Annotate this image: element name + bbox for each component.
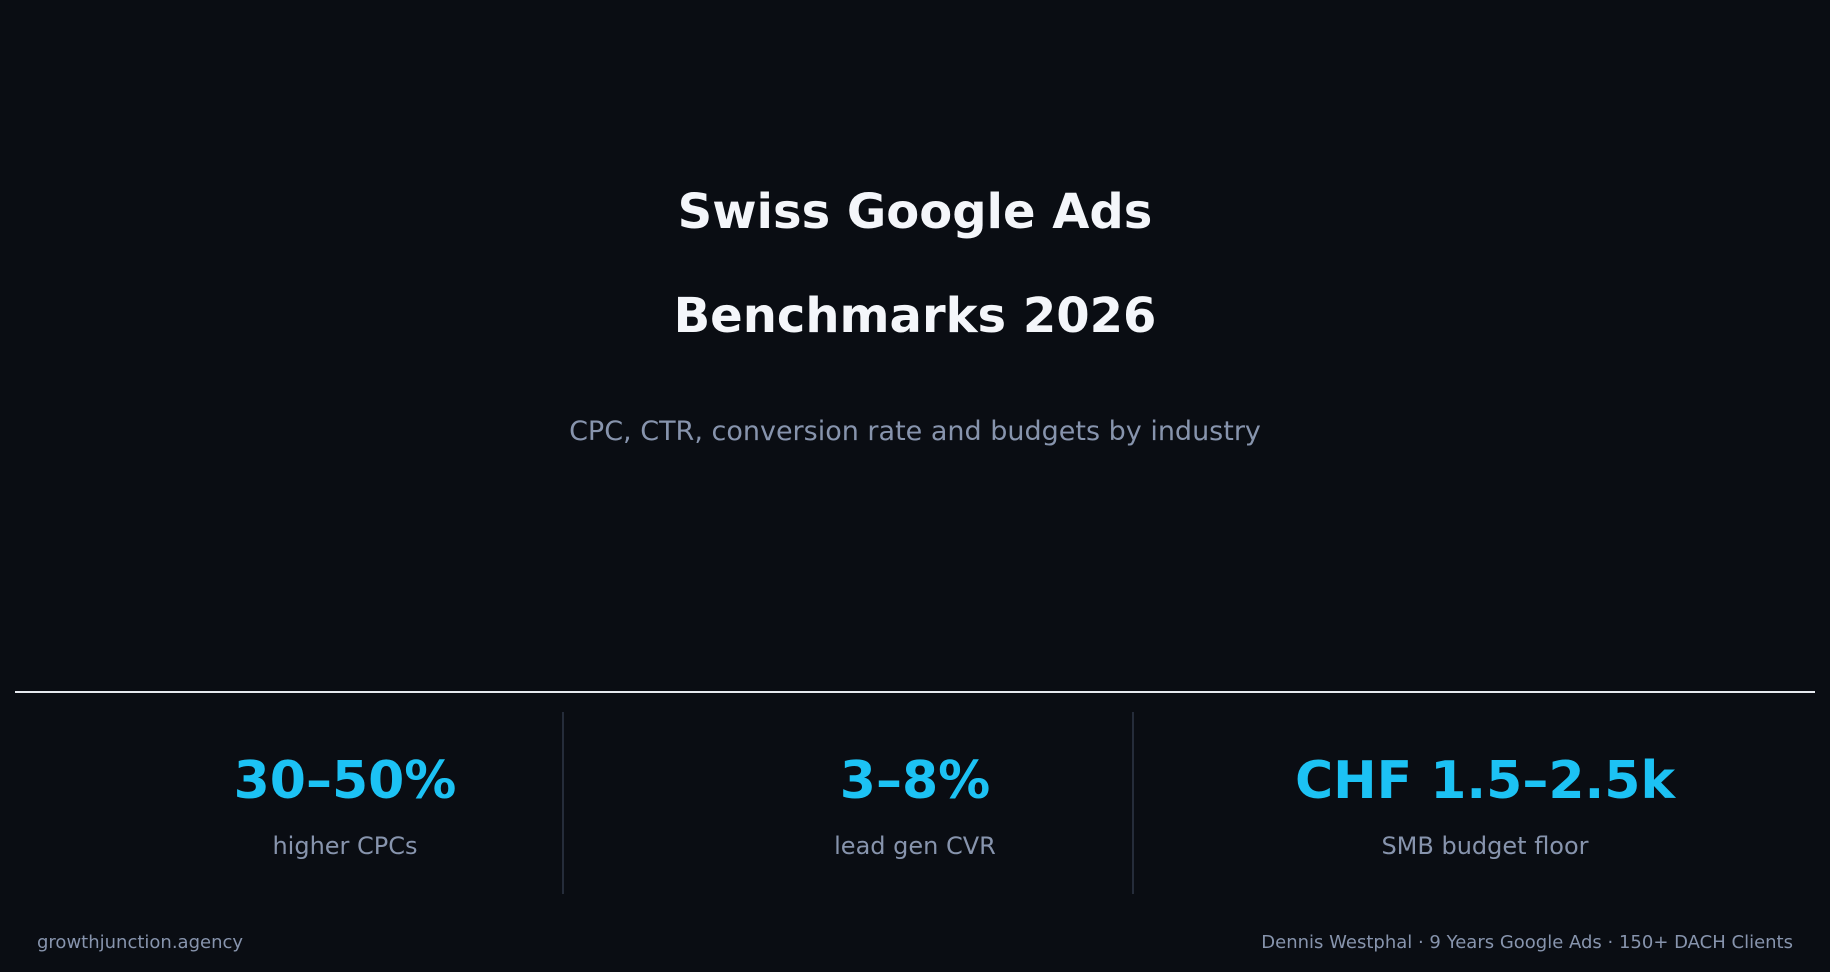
page-subtitle: CPC, CTR, conversion rate and budgets by… bbox=[569, 416, 1261, 447]
stat-lead-gen-cvr: 3–8% lead gen CVR bbox=[630, 712, 1200, 894]
stat-separator bbox=[562, 712, 564, 894]
stat-smb-budget-floor: CHF 1.5–2.5k SMB budget floor bbox=[1200, 712, 1770, 894]
stat-value: 30–50% bbox=[233, 751, 457, 811]
title-line-2: Benchmarks 2026 bbox=[673, 288, 1157, 344]
stat-label: lead gen CVR bbox=[834, 832, 996, 860]
stat-higher-cpcs: 30–50% higher CPCs bbox=[60, 712, 630, 894]
footer-site: growthjunction.agency bbox=[37, 932, 244, 953]
stat-separator bbox=[1132, 712, 1134, 894]
page-title: Swiss Google Ads Benchmarks 2026 bbox=[0, 160, 1830, 368]
stat-label: higher CPCs bbox=[272, 832, 418, 860]
horizontal-divider bbox=[15, 691, 1815, 693]
stats-row: 30–50% higher CPCs 3–8% lead gen CVR CHF… bbox=[0, 712, 1830, 894]
stat-value: 3–8% bbox=[839, 751, 991, 811]
stat-value: CHF 1.5–2.5k bbox=[1294, 751, 1676, 811]
stat-label: SMB budget floor bbox=[1381, 832, 1589, 860]
footer-byline: Dennis Westphal · 9 Years Google Ads · 1… bbox=[1261, 932, 1793, 953]
title-line-1: Swiss Google Ads bbox=[677, 184, 1153, 240]
